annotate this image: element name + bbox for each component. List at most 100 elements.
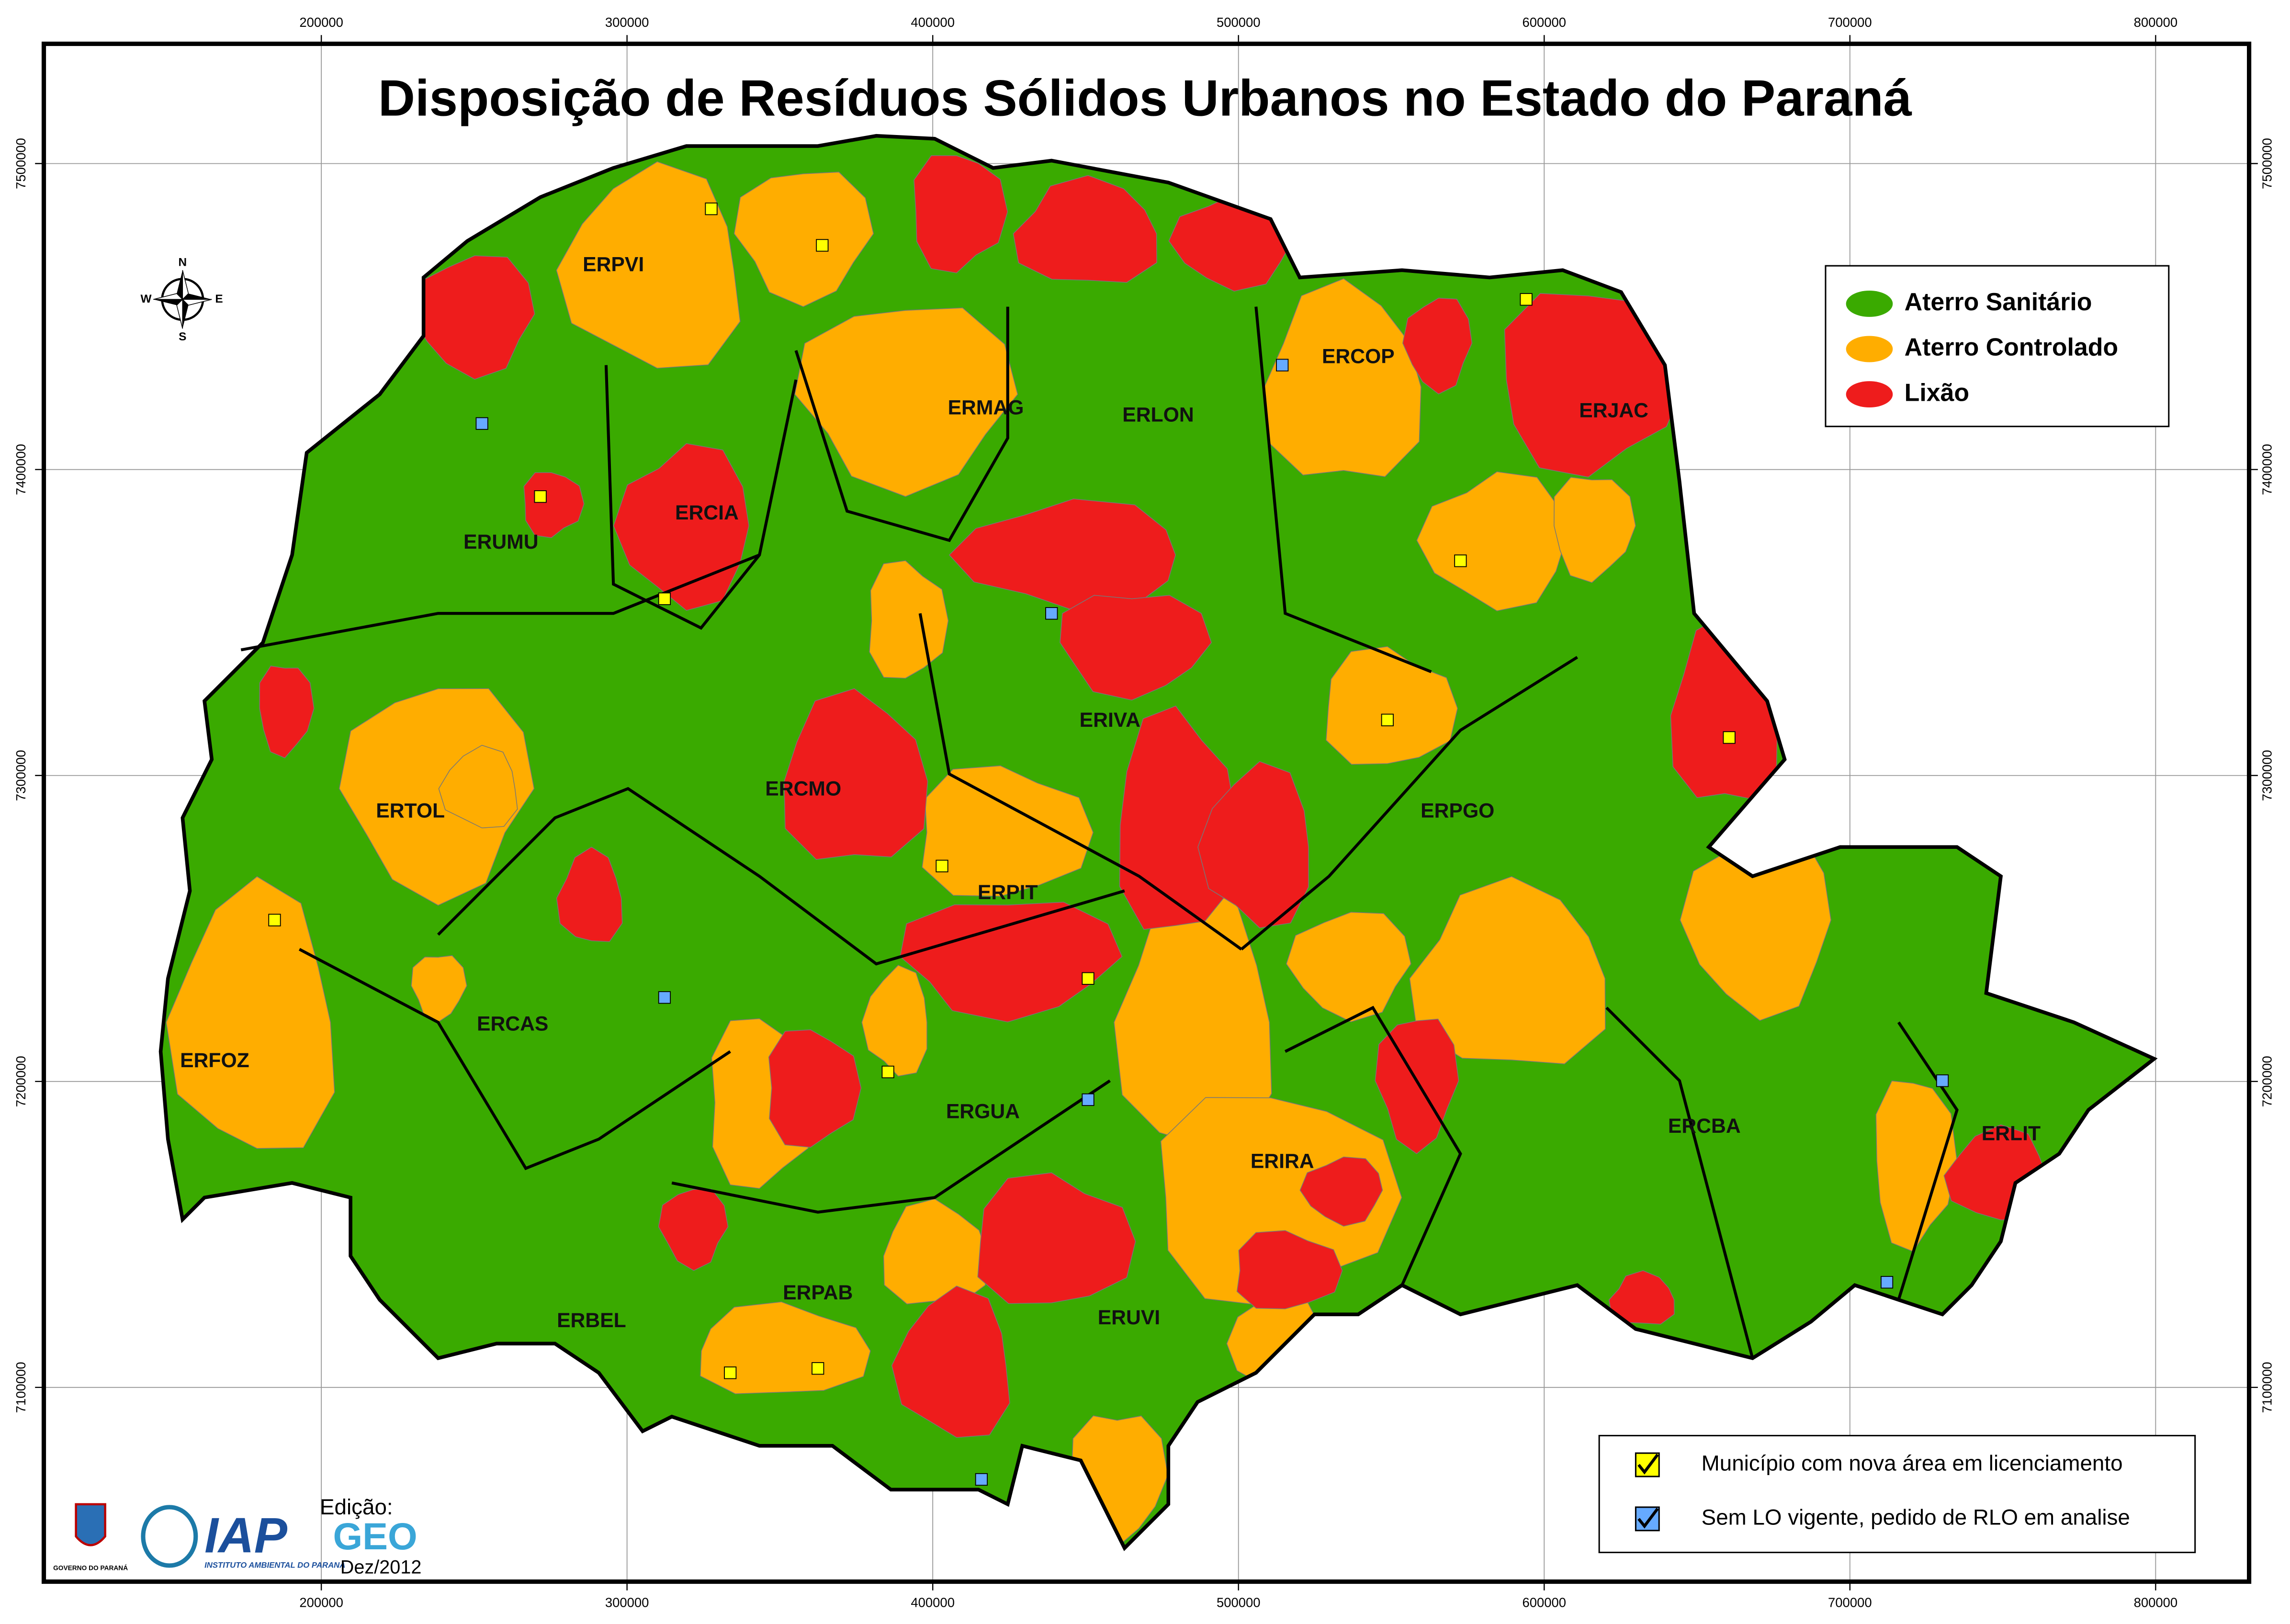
legend-label: Município com nova área em licenciamento [1702,1451,2123,1476]
lixao-area [891,1286,1010,1438]
x-tick-label: 300000 [605,1595,649,1610]
legend-swatch [1846,291,1893,317]
licence-symbol [658,991,671,1004]
x-tick-label: 600000 [1522,1595,1566,1610]
aterro-controlado-area [438,744,518,829]
region-label: ERCAS [477,1013,548,1036]
legend-swatch [1846,381,1893,408]
aterro-controlado-area [1416,471,1566,611]
legend-label: Aterro Sanitário [1905,288,2092,316]
region-boundary [604,365,798,630]
licence-symbol [1082,972,1094,985]
lixao-area [768,1029,862,1148]
region-label: ERPIT [978,881,1038,904]
region-boundary [437,787,1125,966]
lixao-area [1375,1018,1459,1154]
region-label: ERCMO [765,778,841,801]
y-tick-label: 7400000 [2259,444,2274,495]
licence-symbol [1454,554,1467,567]
licence-symbol [1723,731,1736,744]
agency-label: IAP [204,1507,288,1563]
x-tick-label: 400000 [911,1595,955,1610]
legend-label: Sem LO vigente, pedido de RLO em analise [1702,1505,2130,1529]
x-tick-label: 500000 [1217,15,1261,30]
credits: GOVERNO DO PARANÁ IAP INSTITUTO AMBIENTA… [53,1495,421,1578]
region-boundary [918,613,1242,951]
region-label: ERCIA [675,501,739,524]
aterro-controlado-area [1409,876,1606,1064]
lixao-area [1299,1156,1383,1227]
licence-symbol [1936,1074,1949,1087]
aterro-controlado-area [338,688,535,906]
x-tick-label: 400000 [911,15,955,30]
aterro-controlado-area [1286,912,1411,1023]
x-tick-label: 700000 [1828,15,1872,30]
region-label: ERLIT [1982,1122,2041,1145]
region-boundary [298,948,731,1171]
licence-symbol [975,1473,988,1486]
x-tick-label: 500000 [1217,1595,1261,1610]
legend-label: Aterro Controlado [1905,333,2118,361]
aterro-controlado-area [922,765,1094,897]
region-boundary [1240,656,1579,951]
geo-logo: GEO [333,1515,417,1557]
legend-swatch [1846,336,1893,362]
licence-symbol [724,1366,737,1379]
checkmark [1637,1454,1659,1475]
lixao-area [783,688,928,860]
licence-symbol [268,914,281,926]
compass: N S E W [141,256,223,344]
region-label: ERMAG [948,396,1024,419]
aterro-controlado-area [1554,477,1636,583]
government-label: GOVERNO DO PARANÁ [53,1564,128,1572]
licence-symbol [816,239,829,252]
region-boundary [794,306,1009,542]
x-tick-label: 600000 [1522,15,1566,30]
compass-w: W [141,293,152,305]
region-label: ERFOZ [180,1049,249,1072]
lixao-area [1608,1270,1675,1325]
y-tick-label: 7400000 [13,444,28,495]
y-tick-label: 7100000 [13,1362,28,1413]
region-boundary [1254,306,1432,673]
x-tick-label: 800000 [2134,1595,2178,1610]
aterro-controlado-area [733,171,874,307]
region-label: ERPGO [1421,799,1494,822]
aterro-controlado-area [556,161,741,369]
legend-box [1598,1434,2196,1554]
region-label: ERIVA [1080,709,1140,732]
legend-label: Lixão [1905,378,1969,406]
category-legend: Aterro Sanitário Aterro Controlado Lixão [1825,265,2170,428]
y-tick-label: 7200000 [2259,1056,2274,1107]
x-tick-label: 200000 [299,1595,343,1610]
licence-symbol [1520,293,1533,306]
aterro-controlado-area [861,965,927,1077]
compass-e: E [215,293,223,305]
edition-date: Dez/2012 [340,1557,422,1578]
licence-symbol [1045,607,1058,620]
licence-symbol [475,417,488,430]
licence-symbol [534,490,547,503]
region-boundary [671,1079,1111,1214]
y-tick-label: 7500000 [2259,138,2274,189]
licence-symbol [705,203,718,215]
region-label: ERTOL [376,799,445,822]
region-labels: ERPVI ERCOP ERJAC ERMAG ERLON ERCIA ERUMU ERTOL… [180,253,2041,1331]
coat-of-arms [75,1503,106,1546]
municipalities [166,155,2050,1548]
region-label: ERPAB [783,1281,853,1304]
region-label: ERCBA [1668,1115,1741,1138]
y-tick-label: 7300000 [13,750,28,801]
aterro-controlado-area [794,307,1018,497]
aterro-controlado-area [869,560,949,679]
lixao-area [1060,595,1212,701]
lixao-area [977,1172,1136,1304]
x-tick-label: 200000 [299,15,343,30]
y-tick-label: 7500000 [13,138,28,189]
licence-symbol [1381,713,1394,726]
aterro-controlado-area [166,876,335,1149]
lixao-area [658,1189,729,1271]
region-boundary [1284,1005,1462,1286]
region-label: ERJAC [1579,399,1648,422]
compass-n: N [179,256,187,269]
